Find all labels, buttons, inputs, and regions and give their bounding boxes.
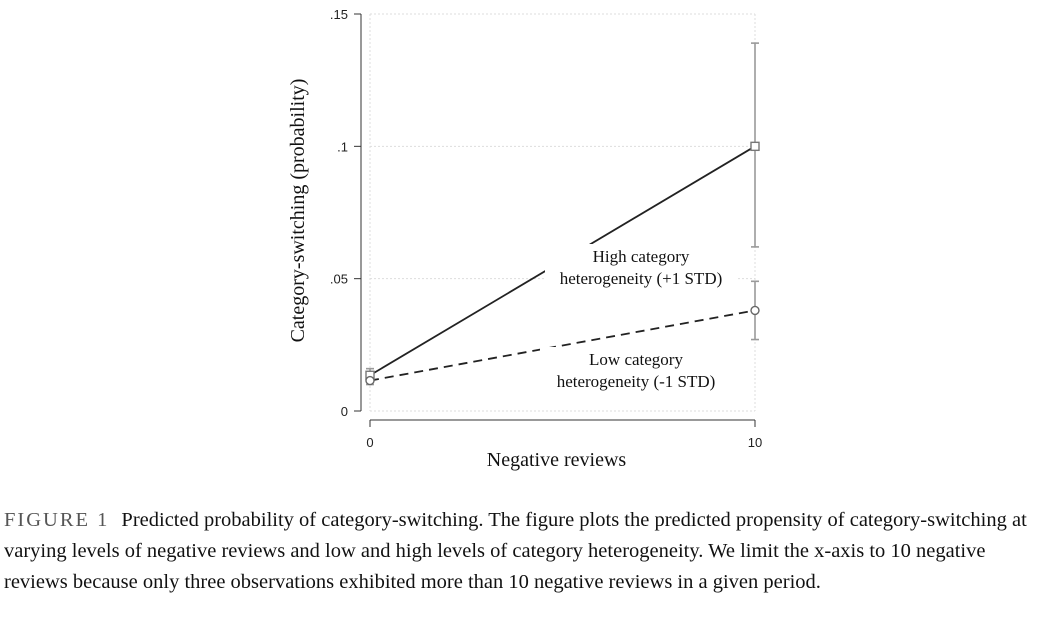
circle-marker (750, 305, 760, 316)
y-tick-label: .15 (330, 7, 348, 22)
series-annotation: heterogeneity (+1 STD) (560, 269, 723, 288)
x-tick-label: 0 (366, 435, 373, 450)
circle-marker (365, 375, 375, 386)
y-axis-label: Category-switching (probability) (287, 79, 309, 343)
x-tick-label: 10 (748, 435, 762, 450)
square-marker (750, 141, 760, 152)
series-annotation: heterogeneity (-1 STD) (557, 372, 716, 391)
caption-text: Predicted probability of category-switch… (4, 509, 1027, 593)
series-annotations: High category heterogeneity (+1 STD) Low c… (540, 244, 737, 397)
series-line (369, 309, 756, 382)
series-markers (365, 141, 760, 386)
annotation-background (545, 244, 737, 294)
axes: 0 .05 .1 .15 0 10 (330, 7, 762, 450)
confidence-intervals (366, 42, 759, 386)
series-annotation: Low category (589, 350, 683, 369)
chart: 0 .05 .1 .15 0 10 High category heterogeneity … (287, 7, 762, 471)
figure-caption: FIGURE 1 Predicted probability of categor… (4, 505, 1050, 598)
y-tick-label: 0 (341, 404, 348, 419)
series-annotation: High category (593, 247, 690, 266)
y-tick-label: .05 (330, 272, 348, 287)
figure-label: FIGURE 1 (4, 509, 110, 531)
y-tick-label: .1 (337, 139, 348, 154)
annotation-background (540, 347, 732, 397)
x-axis-label: Negative reviews (487, 449, 627, 471)
